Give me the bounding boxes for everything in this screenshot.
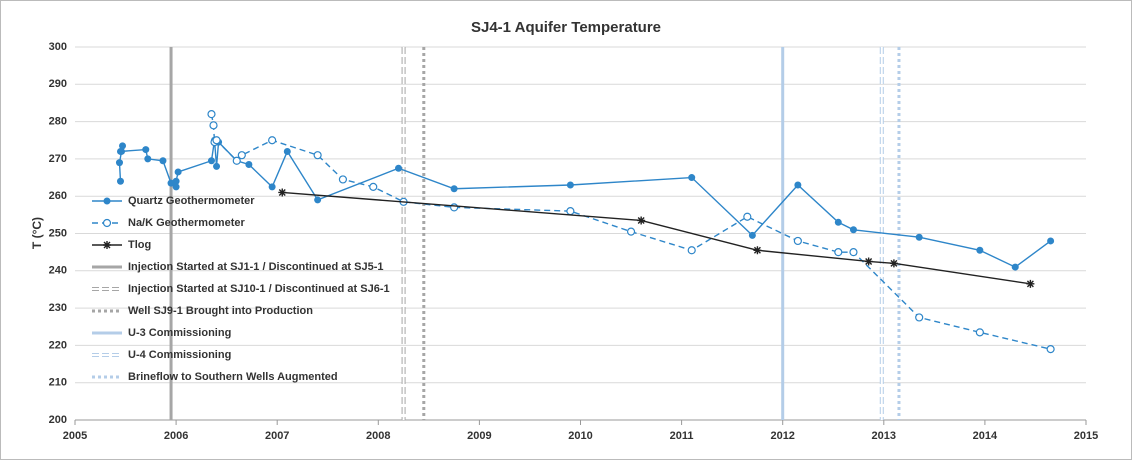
x-tick-label: 2009 bbox=[467, 430, 491, 442]
y-tick-label: 280 bbox=[49, 116, 67, 128]
point bbox=[313, 151, 322, 160]
x-tick-label: 2006 bbox=[164, 430, 188, 442]
point bbox=[212, 136, 221, 145]
point bbox=[142, 146, 150, 154]
chart-title: SJ4-1 Aquifer Temperature bbox=[471, 19, 661, 36]
point bbox=[688, 174, 696, 182]
x-tick-label: 2013 bbox=[872, 430, 896, 442]
point bbox=[268, 183, 276, 191]
point bbox=[268, 136, 277, 145]
point bbox=[369, 182, 378, 191]
point bbox=[232, 156, 241, 165]
y-tick-label: 290 bbox=[49, 78, 67, 90]
point bbox=[849, 248, 858, 257]
point bbox=[207, 110, 216, 119]
point bbox=[1047, 237, 1055, 245]
point bbox=[743, 212, 752, 221]
x-tick-label: 2008 bbox=[366, 430, 390, 442]
x-tick-label: 2015 bbox=[1074, 430, 1098, 442]
point bbox=[1011, 263, 1019, 271]
point bbox=[915, 313, 924, 322]
point bbox=[450, 185, 458, 193]
point bbox=[278, 188, 287, 197]
point bbox=[245, 160, 253, 168]
point bbox=[102, 218, 112, 228]
legend-label: Na/K Geothermometer bbox=[128, 217, 245, 229]
point bbox=[314, 196, 322, 204]
point bbox=[115, 159, 123, 167]
point bbox=[207, 157, 215, 165]
point bbox=[566, 207, 575, 216]
legend-label: Injection Started at SJ10-1 / Discontinu… bbox=[128, 283, 390, 295]
legend-label: U-4 Commissioning bbox=[128, 349, 231, 361]
point bbox=[172, 177, 180, 185]
point bbox=[915, 233, 923, 241]
x-tick-label: 2012 bbox=[770, 430, 794, 442]
y-tick-label: 260 bbox=[49, 190, 67, 202]
point bbox=[144, 155, 152, 163]
point bbox=[753, 246, 762, 255]
legend-label: Quartz Geothermometer bbox=[128, 195, 255, 207]
x-tick-label: 2014 bbox=[973, 430, 998, 442]
point bbox=[172, 183, 180, 191]
point bbox=[116, 147, 124, 155]
point bbox=[237, 151, 246, 160]
point bbox=[834, 218, 842, 226]
point bbox=[975, 328, 984, 337]
point bbox=[159, 157, 167, 165]
legend-label: Injection Started at SJ1-1 / Discontinue… bbox=[128, 261, 384, 273]
x-tick-label: 2007 bbox=[265, 430, 289, 442]
point bbox=[119, 142, 127, 150]
point bbox=[976, 246, 984, 254]
point bbox=[566, 181, 574, 189]
y-tick-label: 210 bbox=[49, 377, 67, 389]
point bbox=[864, 257, 873, 266]
y-tick-label: 250 bbox=[49, 227, 67, 239]
point bbox=[687, 246, 696, 255]
point bbox=[1026, 279, 1035, 288]
point bbox=[1046, 345, 1055, 354]
y-tick-label: 200 bbox=[49, 414, 67, 426]
point bbox=[849, 226, 857, 234]
series-line bbox=[282, 191, 1031, 285]
point bbox=[637, 216, 646, 225]
point bbox=[834, 248, 843, 257]
point bbox=[793, 236, 802, 246]
point bbox=[626, 227, 636, 236]
legend-label: Brineflow to Southern Wells Augmented bbox=[128, 371, 338, 383]
point bbox=[209, 121, 218, 130]
point bbox=[450, 203, 459, 212]
point bbox=[794, 181, 802, 189]
y-tick-label: 230 bbox=[49, 302, 67, 314]
y-tick-label: 270 bbox=[49, 153, 67, 165]
legend-label: Well SJ9-1 Brought into Production bbox=[128, 305, 313, 317]
y-tick-label: 300 bbox=[49, 41, 67, 53]
point bbox=[395, 164, 403, 172]
point bbox=[889, 259, 898, 268]
x-tick-label: 2010 bbox=[568, 430, 592, 442]
y-axis-label: T (°C) bbox=[30, 217, 44, 249]
point bbox=[174, 168, 182, 176]
point bbox=[748, 231, 756, 239]
x-tick-label: 2005 bbox=[63, 430, 87, 442]
x-tick-label: 2011 bbox=[670, 430, 694, 442]
point bbox=[283, 147, 291, 155]
point bbox=[116, 177, 124, 185]
point bbox=[103, 197, 111, 205]
y-tick-label: 240 bbox=[49, 265, 67, 277]
y-tick-label: 220 bbox=[49, 339, 67, 351]
legend-label: U-3 Commissioning bbox=[128, 327, 231, 339]
point bbox=[338, 175, 348, 184]
legend-label: Tlog bbox=[128, 239, 151, 251]
point bbox=[213, 162, 221, 170]
point bbox=[103, 241, 111, 249]
